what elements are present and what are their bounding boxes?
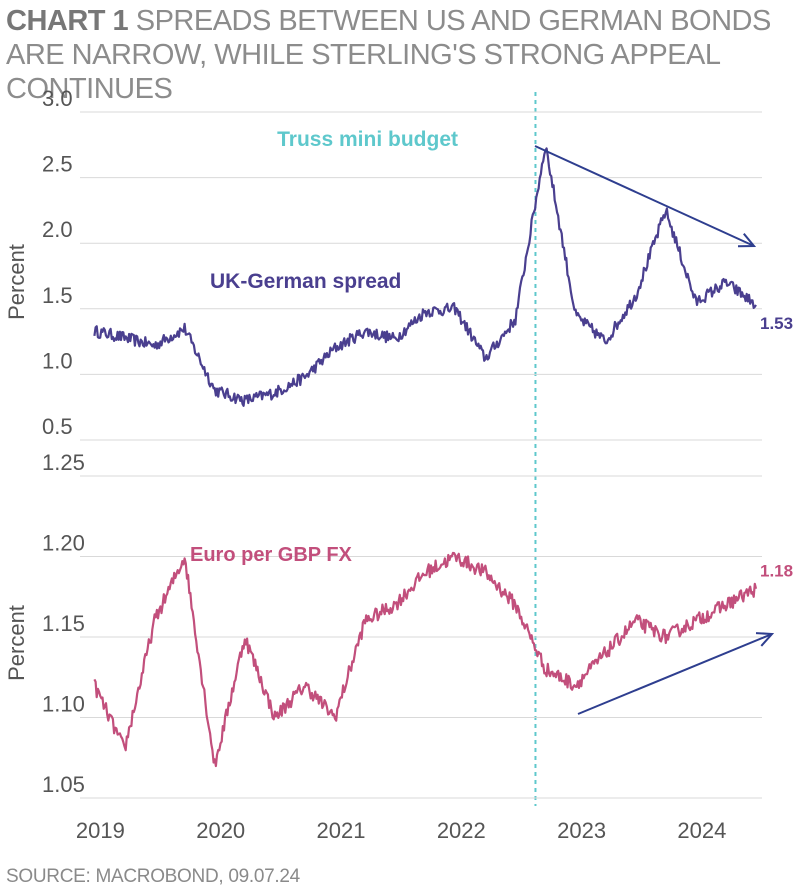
y-axis-label: Percent — [4, 605, 29, 681]
y-tick-label: 0.5 — [42, 414, 73, 439]
trend-arrow-up — [577, 633, 773, 715]
x-tick-label-2020: 2020 — [196, 818, 245, 843]
y-tick-label: 1.5 — [42, 283, 73, 308]
truss-annotation: Truss mini budget — [277, 128, 458, 151]
trend-arrow-up-head — [755, 632, 775, 647]
y-axis-label: Percent — [4, 244, 29, 320]
x-tick-label-2023: 2023 — [557, 818, 606, 843]
trend-arrow-down — [534, 145, 755, 247]
x-tick-label-2024: 2024 — [677, 818, 726, 843]
series-line-1 — [93, 551, 758, 768]
series-name-uk-german: UK-German spread — [210, 270, 401, 293]
trend-arrow-down-head — [737, 233, 757, 248]
y-tick-label: 1.25 — [42, 450, 85, 475]
y-tick-label: 1.10 — [42, 692, 85, 717]
x-tick-label-2019: 2019 — [76, 818, 125, 843]
series-name-euro-gbp: Euro per GBP FX — [190, 544, 353, 566]
chart-title-kicker: CHART 1 — [6, 5, 129, 37]
y-tick-label: 2.0 — [42, 217, 73, 242]
chart-title: CHART 1 SPREADS BETWEEN US AND GERMAN BO… — [6, 4, 796, 106]
y-tick-label: 3.0 — [42, 86, 73, 111]
y-tick-label: 1.05 — [42, 772, 85, 797]
x-tick-label-2021: 2021 — [317, 818, 366, 843]
x-tick-label-2022: 2022 — [437, 818, 486, 843]
y-tick-label: 1.15 — [42, 611, 85, 636]
source-note: SOURCE: MACROBOND, 09.07.24 — [6, 866, 300, 887]
chart-title-text: SPREADS BETWEEN US AND GERMAN BONDS ARE … — [6, 5, 771, 105]
chart-canvas: 2019 2020 2021 2022 2023 2024 3.0 2.5 2.0 1.5 1.0 0… — [4, 86, 793, 843]
series-end-label: 1.53 — [760, 314, 793, 333]
y-tick-label: 1.0 — [42, 348, 73, 373]
y-tick-label: 2.5 — [42, 152, 73, 177]
series-line-0 — [93, 147, 757, 407]
y-tick-label: 1.20 — [42, 531, 85, 556]
series-end-label: 1.18 — [760, 562, 793, 581]
